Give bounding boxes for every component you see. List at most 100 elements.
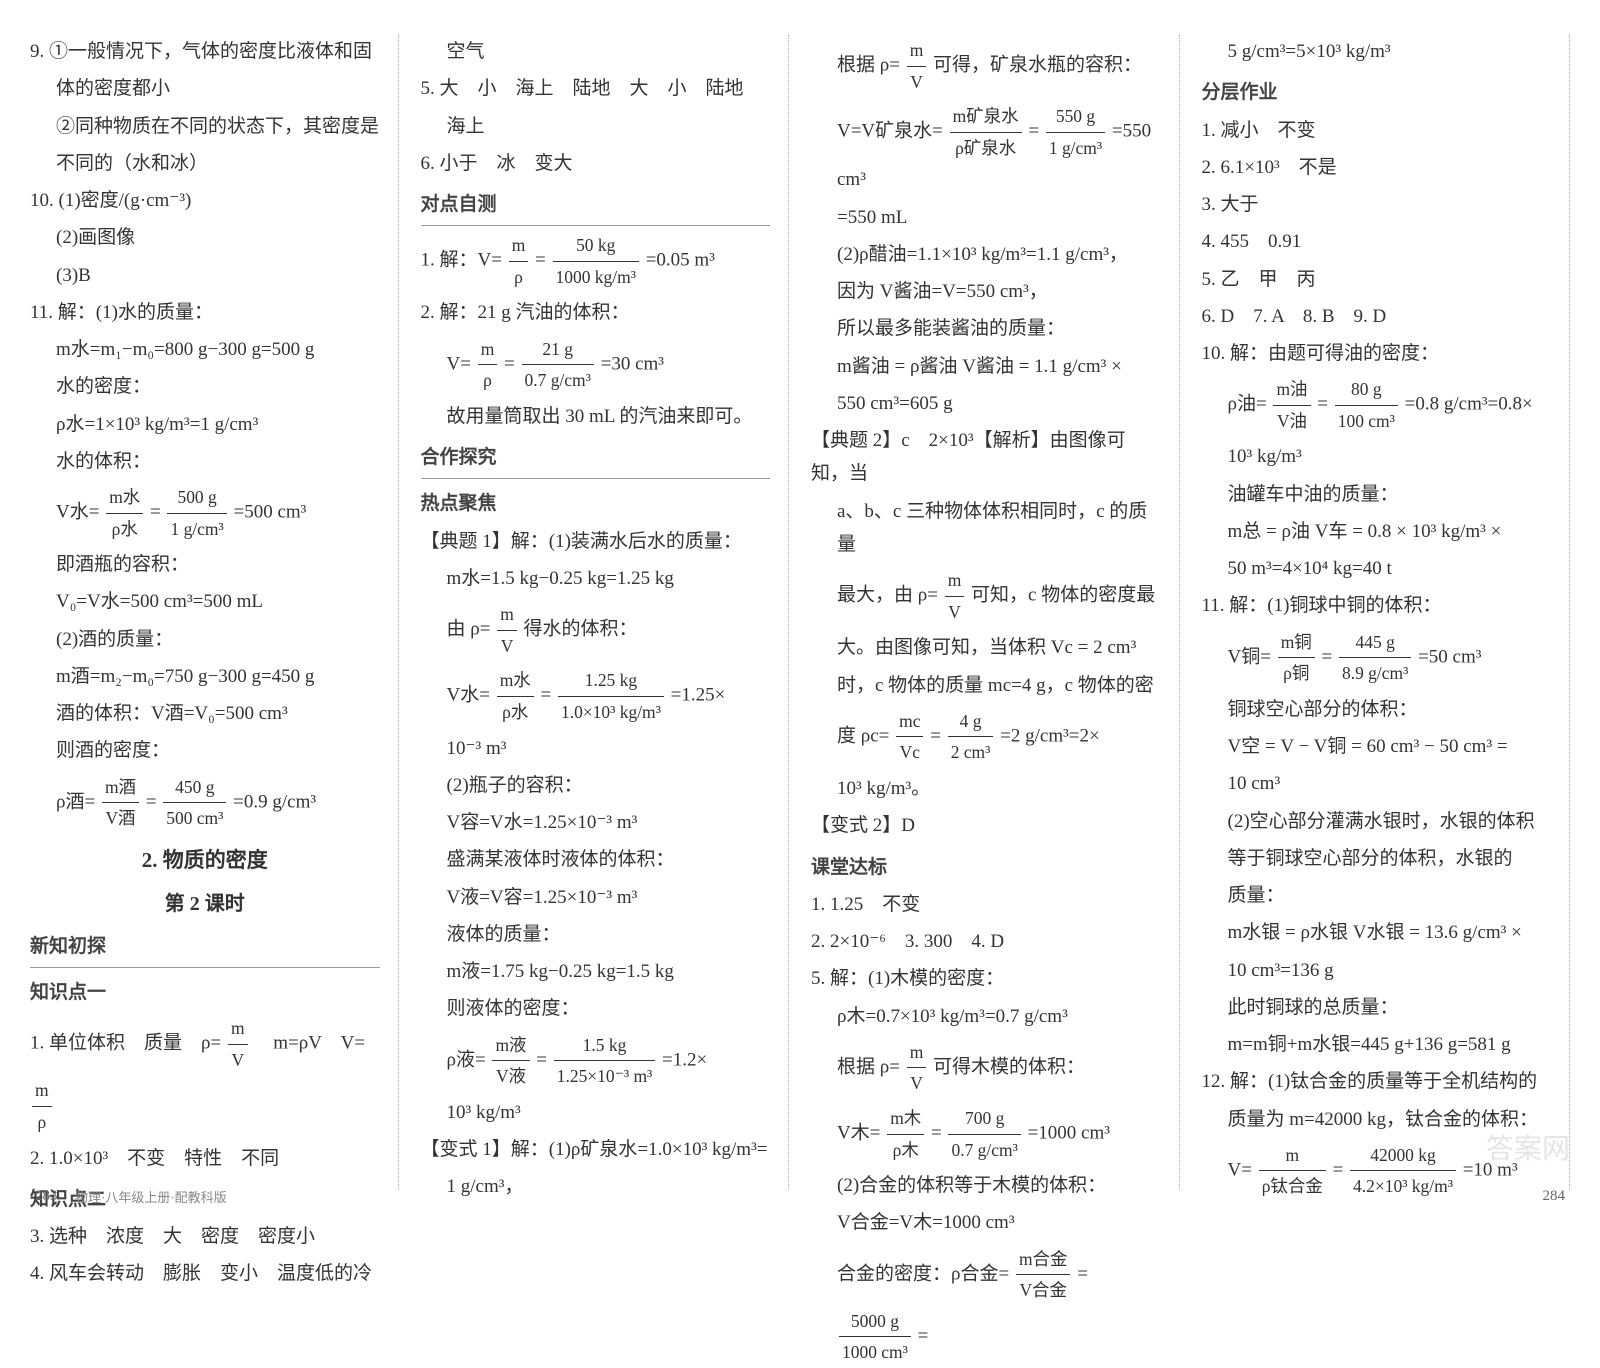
text: 铜球空心部分的体积： (1202, 693, 1552, 726)
formula: ρ油= m油V油 = 80 g100 cm³ =0.8 g/cm³=0.8× (1202, 374, 1552, 436)
text: (3)B (30, 259, 380, 292)
text: 5. 乙 甲 丙 (1202, 263, 1552, 296)
watermark: 答案网 (1486, 1125, 1570, 1174)
text: 6. 小于 冰 变大 (421, 147, 771, 180)
heading-xinzhi: 新知初探 (30, 930, 380, 963)
text: 3. 大于 (1202, 188, 1552, 221)
heading-hezuo: 合作探究 (421, 441, 771, 474)
text: m液=1.75 kg−0.25 kg=1.5 kg (421, 955, 771, 988)
text: 水的密度： (30, 370, 380, 403)
text: m=m铜+m水银=445 g+136 g=581 g (1202, 1028, 1552, 1061)
formula: 1. 单位体积 质量 ρ= mV m=ρV V= mρ (30, 1013, 380, 1137)
heading-zhishidian1: 知识点一 (30, 976, 380, 1009)
formula: 根据 ρ= mV 可得，矿泉水瓶的容积： (811, 35, 1161, 97)
text: 9. ①一般情况下，气体的密度比液体和固 (30, 35, 380, 68)
text: 10³ kg/m³。 (811, 772, 1161, 805)
text: 【典题 2】c 2×10³【解析】由图像可知，当 (811, 424, 1161, 491)
text: 10. 解：由题可得油的密度： (1202, 337, 1552, 370)
text: ρ水=1×10³ kg/m³=1 g/cm³ (30, 408, 380, 441)
text: 2. 2×10⁻⁶ 3. 300 4. D (811, 925, 1161, 958)
text: 5. 大 小 海上 陆地 大 小 陆地 (421, 72, 771, 105)
page-number-right: 284 (1543, 1183, 1566, 1209)
text: 10⁻³ m³ (421, 732, 771, 765)
text: =550 mL (811, 201, 1161, 234)
text: 水的体积： (30, 445, 380, 478)
lesson-title: 第 2 课时 (30, 887, 380, 922)
text: (2)空心部分灌满水银时，水银的体积 (1202, 805, 1552, 838)
formula: 最大，由 ρ= mV 可知，c 物体的密度最 (811, 565, 1161, 627)
formula: ρ液= m液V液 = 1.5 kg1.25×10⁻³ m³ =1.2× (421, 1030, 771, 1092)
divider (30, 967, 380, 968)
text: m总 = ρ油 V车 = 0.8 × 10³ kg/m³ × (1202, 515, 1552, 548)
formula: V=V矿泉水= m矿泉水ρ矿泉水 = 550 g1 g/cm³ =550 cm³ (811, 101, 1161, 196)
text: 12. 解：(1)钛合金的质量等于全机结构的 (1202, 1065, 1552, 1098)
text: V液=V容=1.25×10⁻³ m³ (421, 881, 771, 914)
text: 10 cm³=136 g (1202, 954, 1552, 987)
text: 550 cm³=605 g (811, 387, 1161, 420)
text: 因为 V酱油=V=550 cm³， (811, 275, 1161, 308)
formula: V水= m水ρ水 = 500 g1 g/cm³ =500 cm³ (30, 482, 380, 544)
text: 故用量筒取出 30 mL 的汽油来即可。 (421, 400, 771, 433)
text: a、b、c 三种物体体积相同时，c 的质量 (811, 495, 1161, 562)
text: V合金=V木=1000 cm³ (811, 1206, 1161, 1239)
text: (2)合金的体积等于木模的体积： (811, 1169, 1161, 1202)
text: 4. 455 0.91 (1202, 225, 1552, 258)
text: 【变式 1】解：(1)ρ矿泉水=1.0×10³ kg/m³= (421, 1133, 771, 1166)
text: 6. D 7. A 8. B 9. D (1202, 300, 1552, 333)
text: (2)酒的质量： (30, 623, 380, 656)
text: m酱油 = ρ酱油 V酱油 = 1.1 g/cm³ × (811, 350, 1161, 383)
formula: V水= m水ρ水 = 1.25 kg1.0×10³ kg/m³ =1.25× (421, 665, 771, 727)
text: 即酒瓶的容积： (30, 548, 380, 581)
column-1: 9. ①一般情况下，气体的密度比液体和固 体的密度都小 ②同种物质在不同的状态下… (30, 35, 399, 1189)
formula: 根据 ρ= mV 可得木模的体积： (811, 1037, 1161, 1099)
text: 酒的体积：V酒=V₀=500 cm³ (30, 697, 380, 730)
text: 10. (1)密度/(g·cm⁻³) (30, 184, 380, 217)
text: 10 cm³ (1202, 767, 1552, 800)
text: 11. 解：(1)铜球中铜的体积： (1202, 589, 1552, 622)
text: 盛满某液体时液体的体积： (421, 843, 771, 876)
section-title: 2. 物质的密度 (30, 842, 380, 879)
text: 空气 (421, 35, 771, 68)
text: V₀=V水=500 cm³=500 mL (30, 585, 380, 618)
text: 4. 风车会转动 膨胀 变小 温度低的冷 (30, 1257, 380, 1290)
text: m水=1.5 kg−0.25 kg=1.25 kg (421, 562, 771, 595)
text: (2)ρ醋油=1.1×10³ kg/m³=1.1 g/cm³， (811, 238, 1161, 271)
heading-fenceng: 分层作业 (1202, 76, 1552, 109)
text: 质量： (1202, 879, 1552, 912)
formula: V铜= m铜ρ铜 = 445 g8.9 g/cm³ =50 cm³ (1202, 627, 1552, 689)
text: 等于铜球空心部分的体积，水银的 (1202, 842, 1552, 875)
footer-caption-left: 物理·八年级上册·配教科版 (75, 1187, 227, 1210)
formula: ρ酒= m酒V酒 = 450 g500 cm³ =0.9 g/cm³ (30, 772, 380, 834)
text: 则液体的密度： (421, 992, 771, 1025)
text: 油罐车中油的质量： (1202, 478, 1552, 511)
text: 大。由图像可知，当体积 Vc = 2 cm³ (811, 631, 1161, 664)
text: 海上 (421, 110, 771, 143)
text: 5 g/cm³=5×10³ kg/m³ (1202, 35, 1552, 68)
heading-duidian: 对点自测 (421, 188, 771, 221)
text: 1 g/cm³， (421, 1170, 771, 1203)
text: 则酒的密度： (30, 734, 380, 767)
formula: V木= m木ρ木 = 700 g0.7 g/cm³ =1000 cm³ (811, 1103, 1161, 1165)
formula: 1. 解：V= mρ = 50 kg1000 kg/m³ =0.05 m³ (421, 230, 771, 292)
text: V空 = V − V铜 = 60 cm³ − 50 cm³ = (1202, 730, 1552, 763)
formula: V= mρ = 21 g0.7 g/cm³ =30 cm³ (421, 334, 771, 396)
text: m酒=m₂−m₀=750 g−300 g=450 g (30, 660, 380, 693)
text: 1. 1.25 不变 (811, 888, 1161, 921)
text: 10³ kg/m³ (1202, 440, 1552, 473)
text: 此时铜球的总质量： (1202, 991, 1552, 1024)
text: 10³ kg/m³ (421, 1096, 771, 1129)
text: 2. 解：21 g 汽油的体积： (421, 296, 771, 329)
heading-ketang: 课堂达标 (811, 851, 1161, 884)
text: 【变式 2】D (811, 809, 1161, 842)
column-4: 5 g/cm³=5×10³ kg/m³ 分层作业 1. 减小 不变 2. 6.1… (1202, 35, 1571, 1189)
formula: 度 ρc= mcVc = 4 g2 cm³ =2 g/cm³=2× (811, 706, 1161, 768)
text: 体的密度都小 (30, 72, 380, 105)
page-number-left: 283 (35, 1183, 58, 1209)
text: ②同种物质在不同的状态下，其密度是 (30, 110, 380, 143)
text: V容=V水=1.25×10⁻³ m³ (421, 806, 771, 839)
text: 3. 选种 浓度 大 密度 密度小 (30, 1220, 380, 1253)
text: 5. 解：(1)木模的密度： (811, 962, 1161, 995)
text: 不同的（水和冰） (30, 147, 380, 180)
text: 11. 解：(1)水的质量： (30, 296, 380, 329)
formula: 合金的密度：ρ合金= m合金V合金 = 5000 g1000 cm³ = (811, 1244, 1161, 1368)
